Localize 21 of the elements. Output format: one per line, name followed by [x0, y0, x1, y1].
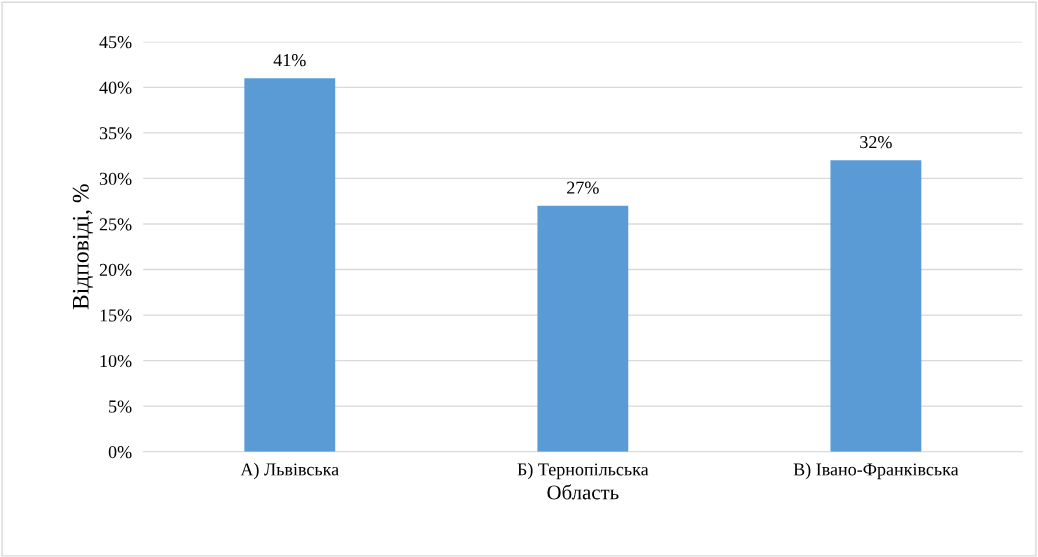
- y-tick-label: 45%: [99, 36, 132, 49]
- x-tick-label: В) Івано-Франківська: [793, 462, 959, 480]
- data-label: 41%: [273, 54, 306, 67]
- bar: [537, 205, 629, 452]
- x-axis-title: Область: [547, 484, 619, 500]
- y-tick-label: 15%: [100, 309, 132, 322]
- y-tick-label: 35%: [99, 127, 132, 140]
- bar: [830, 160, 922, 452]
- y-tick-label: 40%: [99, 81, 132, 94]
- y-axis-title: Відповіді, %: [72, 184, 94, 310]
- bar: [244, 78, 336, 452]
- y-tick-label: 0%: [108, 445, 132, 459]
- y-tick-label: 25%: [99, 218, 132, 231]
- y-tick-label: 30%: [99, 172, 132, 185]
- x-tick-label: А) Львівська: [240, 462, 339, 480]
- y-tick-label: 10%: [100, 354, 132, 368]
- data-label: 32%: [860, 136, 892, 149]
- data-label: 27%: [567, 181, 599, 194]
- x-tick-label: Б) Тернопільська: [517, 462, 649, 480]
- y-tick-label: 20%: [99, 263, 132, 277]
- y-tick-label: 5%: [109, 400, 132, 413]
